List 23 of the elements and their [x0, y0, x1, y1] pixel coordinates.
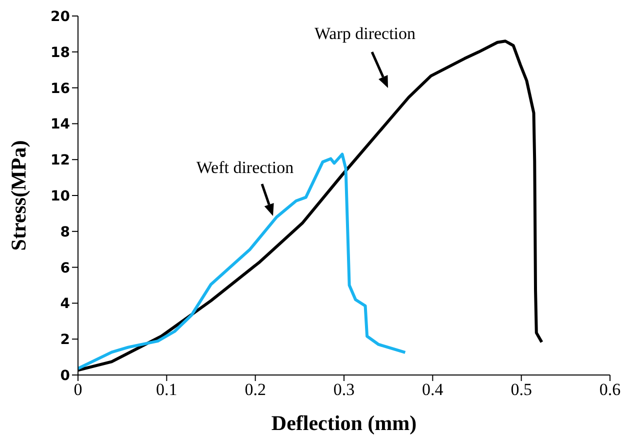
y-tick-label: 6 — [60, 260, 70, 276]
annotation: Weft direction — [196, 158, 294, 177]
x-axis-title: Deflection (mm) — [271, 411, 417, 435]
x-tick-label: 0.5 — [510, 380, 532, 400]
x-tick-label: 0.2 — [244, 380, 266, 400]
y-tick-label: 16 — [50, 80, 70, 97]
y-tick-label: 0 — [60, 368, 70, 384]
x-tick-label: 0 — [74, 380, 82, 400]
y-tick-label: 2 — [60, 332, 70, 348]
line-series — [78, 152, 407, 370]
x-tick-label: 0.3 — [333, 380, 355, 400]
y-tick-label: 4 — [60, 296, 70, 312]
y-tick-label: 18 — [50, 44, 70, 61]
x-tick-label: 0.1 — [156, 380, 178, 400]
y-axis-title: Stress(MPa) — [6, 140, 30, 251]
y-tick-label: 20 — [50, 8, 70, 25]
annotation: Warp direction — [314, 24, 416, 43]
x-tick-label: 0.6 — [599, 380, 621, 400]
y-tick-label: 12 — [50, 152, 70, 169]
y-tick-label: 14 — [50, 116, 70, 133]
y-tick-label: 8 — [60, 224, 70, 240]
y-tick-label: 10 — [50, 188, 70, 204]
x-tick-label: 0.4 — [422, 380, 444, 400]
